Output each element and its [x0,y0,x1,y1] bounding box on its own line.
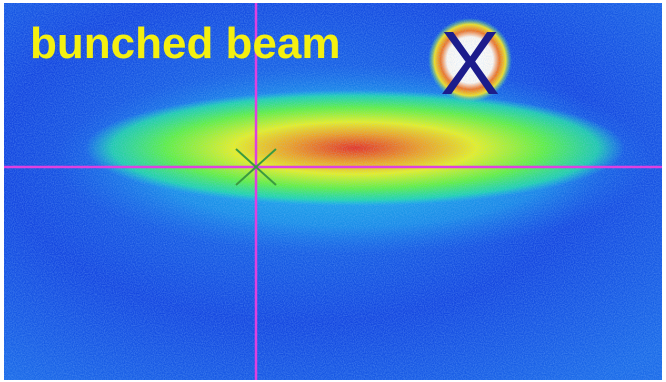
image-label: bunched beam [30,19,341,68]
spot-marker: X [440,14,500,114]
image-area: bunched beam X [4,3,662,380]
beam-image: bunched beam X [0,0,666,382]
